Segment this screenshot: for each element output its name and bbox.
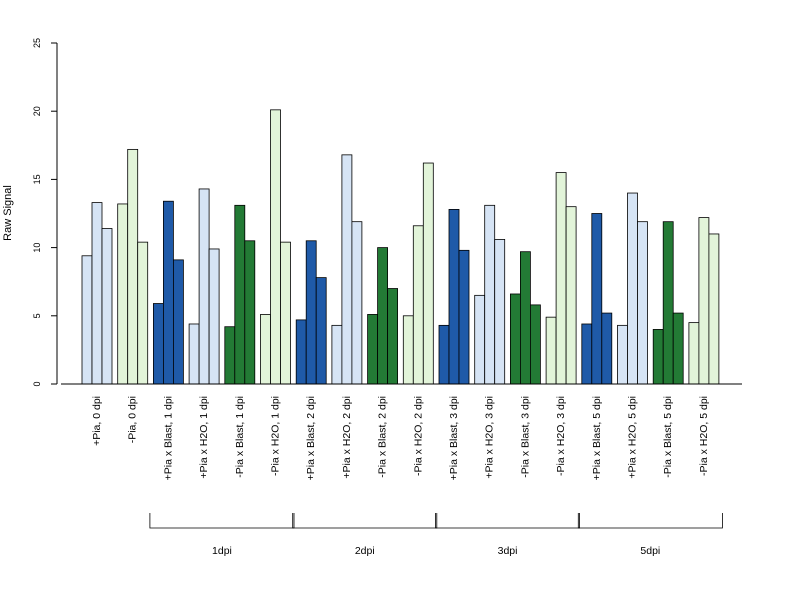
bar [244,240,256,385]
y-tick-label: 0 [32,381,42,386]
category-label: +Pia, 0 dpi [91,396,103,446]
y-tick-label: 20 [32,106,42,116]
bar [688,322,700,385]
bar [520,251,531,385]
bar [270,109,281,385]
bar [484,204,496,385]
bar [387,288,399,385]
bar [698,217,710,385]
category-labels: +Pia, 0 dpi -Pia, 0 dpi +Pia x Blast, 1 dp… [91,396,710,480]
bar [448,209,460,385]
bar [662,221,674,385]
category-label: -Pia x Blast, 2 dpi [377,396,389,478]
category-label: +Pia x Blast, 3 dpi [448,396,460,480]
bar [545,316,557,385]
bar [672,312,684,385]
bar [438,324,450,385]
bar [377,247,389,385]
y-tick-label: 10 [32,243,42,253]
category-label: +Pia x Blast, 1 dpi [162,396,174,480]
bar [172,259,184,385]
y-tick-label: 5 [32,313,42,318]
category-label: -Pia x H2O, 5 dpi [698,396,710,476]
bar [367,314,379,385]
bar [341,154,353,385]
bar [162,200,174,385]
category-label: -Pia x H2O, 1 dpi [270,396,282,476]
time-group-bracket [149,513,295,529]
bar [280,241,291,385]
time-group-label: 1dpi [212,545,232,557]
bar [305,240,317,385]
y-axis: 0 5 10 15 20 25 [32,38,58,387]
bar [555,172,567,385]
time-group-label: 3dpi [498,545,518,557]
y-axis-title: Raw Signal [2,185,14,241]
bar [137,241,149,385]
bar [101,228,113,385]
bar [565,206,577,385]
bar [117,203,129,385]
y-tick-label: 15 [32,174,42,184]
time-group-bracket [577,513,723,529]
bar [530,304,541,385]
bar [198,188,210,385]
bar [708,233,720,385]
bar [91,202,103,385]
bar [127,148,139,385]
bar [224,326,236,385]
bar [295,319,307,385]
bar [458,249,470,385]
bar [260,314,271,385]
bar [208,248,220,385]
category-label: +Pia x H2O, 5 dpi [627,396,639,479]
category-label: -Pia x Blast, 3 dpi [519,396,531,478]
category-label: -Pia x H2O, 3 dpi [555,396,567,476]
bar [234,204,246,385]
category-label: -Pia x Blast, 5 dpi [662,396,674,478]
bar [331,324,343,385]
bar [81,255,93,385]
time-group-bracket [292,513,438,529]
bar [509,293,521,385]
bar [152,303,164,385]
bar [617,324,628,385]
time-group-bracket [435,513,580,529]
bar [652,329,664,385]
bar [637,221,648,385]
category-label: +Pia x H2O, 2 dpi [341,396,353,479]
bar [627,192,638,385]
category-label: +Pia x Blast, 5 dpi [591,396,603,480]
category-label: -Pia x H2O, 2 dpi [412,396,424,476]
time-group-label: 5dpi [640,545,660,557]
time-group-brackets: 1dpi 2dpi 3dpi 5dpi [149,513,723,557]
bar [315,277,327,385]
bar [601,312,613,385]
time-group-label: 2dpi [355,545,375,557]
bar [591,213,603,385]
bar [402,315,414,385]
category-label: +Pia x H2O, 1 dpi [198,396,210,479]
bar [412,225,424,385]
y-tick-label: 25 [32,38,42,48]
category-label: +Pia x H2O, 3 dpi [484,396,496,479]
bar [351,221,363,385]
category-label: -Pia x Blast, 1 dpi [234,396,246,478]
bar [581,323,593,385]
category-label: +Pia x Blast, 2 dpi [305,396,317,480]
bar [188,323,200,385]
bar [494,239,506,385]
category-label: -Pia, 0 dpi [127,396,139,443]
bar [474,294,486,385]
bar [422,162,434,385]
bars [81,109,720,385]
